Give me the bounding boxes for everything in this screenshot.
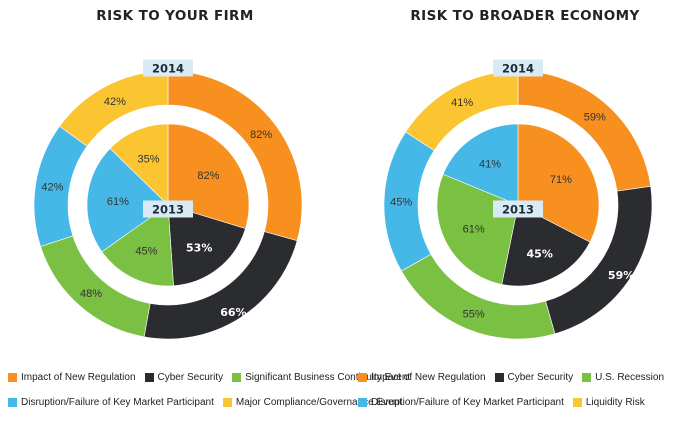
legend-swatch [232, 373, 242, 382]
legend-row: Disruption/Failure of Key Market Partici… [8, 397, 411, 408]
outer-ring-label-4: 41% [451, 97, 473, 109]
legend-label: Cyber Security [507, 372, 574, 383]
inner-ring-slice-4 [109, 123, 169, 206]
outer-ring-label-2: 48% [80, 288, 102, 300]
outer-ring-label-1: 59% [608, 269, 634, 282]
outer-ring-label-0: 59% [584, 112, 606, 124]
outer-ring-label-2: 55% [463, 308, 485, 320]
legend-label: Disruption/Failure of Key Market Partici… [21, 397, 214, 408]
legend-item: Significant Business Continuity Event [232, 372, 410, 383]
donut-chart-broader-economy: 59% 59% 55% 45% 41% 71% 45% 61% 41% 2014 2013 [383, 59, 653, 340]
legend-row: Impact of New Regulation Cyber Security Si… [8, 372, 419, 383]
inner-ring-slice-2 [101, 204, 174, 287]
legend-swatch [358, 373, 367, 382]
donut-chart-your-firm: 82% 66% 48% 42% 42% 82% 53% 45% 61% 35% 2014 2013 [33, 59, 303, 340]
outer-year-label-box [143, 59, 193, 77]
legend-item: Impact of New Regulation [358, 372, 486, 383]
panel-risk-to-broader-economy: RISK TO BROADER ECONOMY 59% 59% 55% 45% 41% 7… [350, 0, 700, 425]
inner-year-label: 2013 [152, 203, 184, 217]
inner-ring-label-4: 35% [137, 154, 159, 166]
legend-item: Disruption/Failure of Key Market Partici… [8, 397, 214, 408]
outer-ring-label-0: 82% [250, 129, 272, 141]
legend-item: U.S. Recession [582, 372, 664, 383]
outer-ring-label-3: 42% [41, 182, 63, 194]
legend-swatch [572, 398, 582, 407]
legend-label: Cyber Security [157, 372, 224, 383]
outer-ring-label-1: 66% [220, 306, 246, 319]
legend-swatch [494, 373, 504, 382]
legend-swatch [8, 398, 17, 407]
legend-label: Impact of New Regulation [371, 372, 486, 383]
legend-label: Major Compliance/Governance Event [235, 397, 403, 408]
inner-ring-label-0: 71% [550, 174, 572, 186]
legend-swatch [582, 373, 592, 382]
legend-item: Impact of New Regulation [8, 372, 136, 383]
legend-label: Significant Business Continuity Event [245, 372, 411, 383]
inner-ring-label-2: 45% [135, 245, 157, 257]
outer-year-label: 2014 [502, 62, 534, 76]
inner-ring-slice-3 [442, 123, 519, 206]
legend-item: Cyber Security [494, 372, 574, 383]
legend-label: Disruption/Failure of Key Market Partici… [371, 397, 564, 408]
legend-swatch [144, 373, 154, 382]
outer-year-label: 2014 [152, 62, 184, 76]
legend-item: Major Compliance/Governance Event [222, 397, 403, 408]
legend-item: Liquidity Risk [572, 397, 645, 408]
legend-swatch [8, 373, 17, 382]
legend-row: Impact of New Regulation Cyber Security U.… [358, 372, 673, 383]
inner-ring-label-3: 41% [479, 158, 501, 170]
inner-ring-label-3: 61% [107, 196, 129, 208]
legend-swatch [222, 398, 232, 407]
chart-title: RISK TO YOUR FIRM [96, 8, 254, 24]
inner-year-label-box [493, 200, 543, 218]
legend-label: Liquidity Risk [585, 397, 645, 408]
legend-item: Disruption/Failure of Key Market Partici… [358, 397, 564, 408]
outer-year-label-box [493, 59, 543, 77]
legend-item: Cyber Security [144, 372, 224, 383]
inner-ring-slice-3 [86, 147, 169, 253]
inner-ring-label-1: 53% [186, 241, 212, 254]
outer-ring-label-4: 42% [104, 96, 126, 108]
outer-ring-label-3: 45% [390, 197, 412, 209]
inner-year-label-box [143, 200, 193, 218]
inner-year-label: 2013 [502, 203, 534, 217]
legend-row: Disruption/Failure of Key Market Partici… [358, 397, 654, 408]
panel-risk-to-your-firm: RISK TO YOUR FIRM 82% 66% 48% 42% 42% 82% 53% 4… [8, 8, 410, 408]
inner-ring-label-1: 45% [527, 247, 553, 260]
inner-ring-slice-1 [501, 204, 591, 287]
legend-swatch [358, 398, 367, 407]
chart-title: RISK TO BROADER ECONOMY [410, 8, 640, 24]
inner-ring-label-2: 61% [463, 224, 485, 236]
legend-label: U.S. Recession [595, 372, 665, 383]
inner-ring-slice-1 [167, 204, 246, 287]
inner-ring-label-0: 82% [197, 170, 219, 182]
legend-label: Impact of New Regulation [21, 372, 136, 383]
